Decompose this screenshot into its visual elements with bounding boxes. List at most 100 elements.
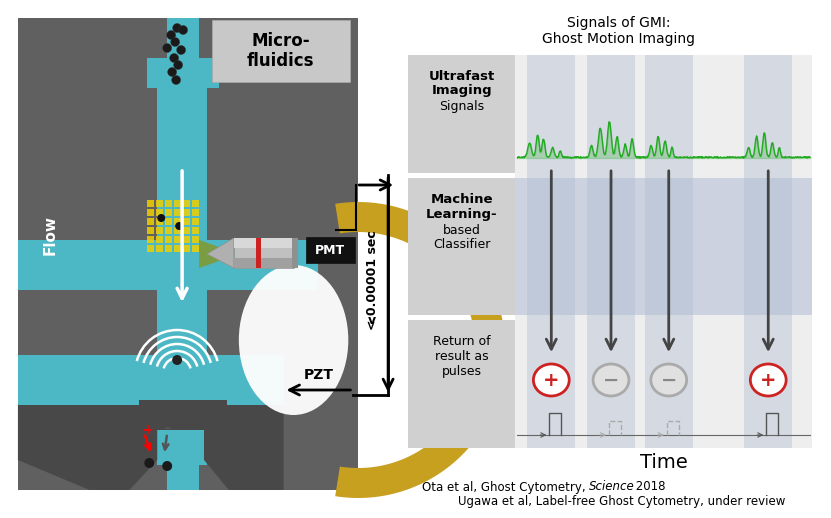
FancyBboxPatch shape (147, 209, 155, 216)
FancyBboxPatch shape (165, 245, 172, 252)
Text: Learning-: Learning- (426, 208, 498, 221)
FancyBboxPatch shape (165, 227, 172, 234)
Text: –: – (164, 421, 170, 435)
Circle shape (177, 46, 185, 54)
FancyBboxPatch shape (156, 227, 163, 234)
Polygon shape (204, 405, 283, 490)
FancyBboxPatch shape (256, 238, 261, 268)
FancyBboxPatch shape (183, 218, 190, 225)
FancyBboxPatch shape (192, 200, 199, 207)
FancyBboxPatch shape (140, 400, 227, 430)
Text: result as: result as (435, 350, 489, 363)
FancyBboxPatch shape (183, 236, 190, 243)
FancyBboxPatch shape (183, 245, 190, 252)
Polygon shape (207, 238, 234, 268)
FancyBboxPatch shape (175, 245, 181, 252)
Circle shape (167, 31, 175, 39)
FancyBboxPatch shape (183, 209, 190, 216)
Circle shape (157, 214, 165, 222)
FancyBboxPatch shape (204, 355, 283, 405)
Text: PZT: PZT (303, 368, 333, 382)
Text: Signals: Signals (439, 100, 484, 113)
FancyBboxPatch shape (165, 209, 172, 216)
FancyBboxPatch shape (306, 237, 356, 263)
Circle shape (173, 23, 182, 33)
FancyBboxPatch shape (212, 20, 351, 82)
FancyBboxPatch shape (175, 227, 181, 234)
FancyBboxPatch shape (588, 55, 635, 448)
FancyBboxPatch shape (156, 245, 163, 252)
Polygon shape (18, 405, 157, 490)
FancyBboxPatch shape (234, 238, 293, 248)
Text: Signals of GMI:
Ghost Motion Imaging: Signals of GMI: Ghost Motion Imaging (543, 16, 696, 46)
Circle shape (145, 458, 155, 468)
Circle shape (174, 61, 183, 69)
FancyBboxPatch shape (192, 236, 199, 243)
Text: < 0.00001 sec: < 0.00001 sec (366, 230, 379, 330)
Text: Machine: Machine (430, 193, 493, 206)
Text: 2018: 2018 (632, 481, 666, 494)
FancyBboxPatch shape (165, 236, 172, 243)
FancyBboxPatch shape (157, 285, 207, 465)
FancyBboxPatch shape (147, 218, 155, 225)
Circle shape (163, 44, 172, 52)
FancyBboxPatch shape (157, 85, 207, 305)
Text: Science: Science (589, 481, 635, 494)
FancyBboxPatch shape (192, 209, 199, 216)
FancyBboxPatch shape (18, 18, 358, 490)
FancyBboxPatch shape (167, 18, 199, 68)
FancyBboxPatch shape (528, 55, 575, 448)
Text: Imaging: Imaging (431, 84, 492, 97)
FancyBboxPatch shape (18, 355, 157, 405)
Circle shape (162, 461, 172, 471)
FancyBboxPatch shape (192, 218, 199, 225)
Text: based: based (443, 224, 480, 237)
Ellipse shape (238, 265, 348, 415)
FancyBboxPatch shape (234, 238, 293, 268)
Text: PMT: PMT (315, 243, 346, 256)
FancyBboxPatch shape (175, 236, 181, 243)
FancyBboxPatch shape (167, 460, 199, 490)
Circle shape (172, 355, 182, 365)
FancyBboxPatch shape (408, 178, 515, 315)
FancyBboxPatch shape (183, 200, 190, 207)
FancyBboxPatch shape (165, 218, 172, 225)
Circle shape (179, 25, 188, 35)
FancyBboxPatch shape (175, 209, 181, 216)
FancyBboxPatch shape (645, 55, 692, 448)
Text: Micro-
fluidics: Micro- fluidics (247, 32, 314, 70)
FancyBboxPatch shape (147, 236, 155, 243)
Text: pulses: pulses (442, 365, 482, 378)
Ellipse shape (593, 364, 629, 396)
Text: Time: Time (640, 453, 687, 471)
FancyBboxPatch shape (156, 218, 163, 225)
FancyBboxPatch shape (156, 236, 163, 243)
Text: v: v (368, 313, 376, 326)
FancyBboxPatch shape (234, 258, 293, 268)
Circle shape (175, 222, 183, 230)
Text: Ota et al, Ghost Cytometry,: Ota et al, Ghost Cytometry, (422, 481, 589, 494)
FancyBboxPatch shape (192, 245, 199, 252)
Circle shape (168, 67, 177, 77)
FancyBboxPatch shape (745, 55, 792, 448)
FancyBboxPatch shape (175, 218, 181, 225)
FancyBboxPatch shape (408, 320, 515, 448)
Text: +: + (141, 423, 153, 437)
Text: +: + (760, 370, 776, 390)
Text: Classifier: Classifier (433, 238, 490, 251)
FancyBboxPatch shape (408, 55, 515, 173)
FancyBboxPatch shape (183, 227, 190, 234)
FancyBboxPatch shape (156, 200, 163, 207)
Ellipse shape (534, 364, 569, 396)
Text: −: − (661, 370, 677, 390)
Circle shape (170, 37, 179, 47)
Circle shape (172, 76, 180, 84)
Polygon shape (335, 202, 505, 498)
Ellipse shape (651, 364, 686, 396)
Polygon shape (199, 240, 238, 268)
Circle shape (170, 53, 179, 63)
FancyBboxPatch shape (515, 178, 812, 315)
Text: +: + (543, 370, 559, 390)
FancyBboxPatch shape (175, 200, 181, 207)
FancyBboxPatch shape (515, 55, 812, 448)
